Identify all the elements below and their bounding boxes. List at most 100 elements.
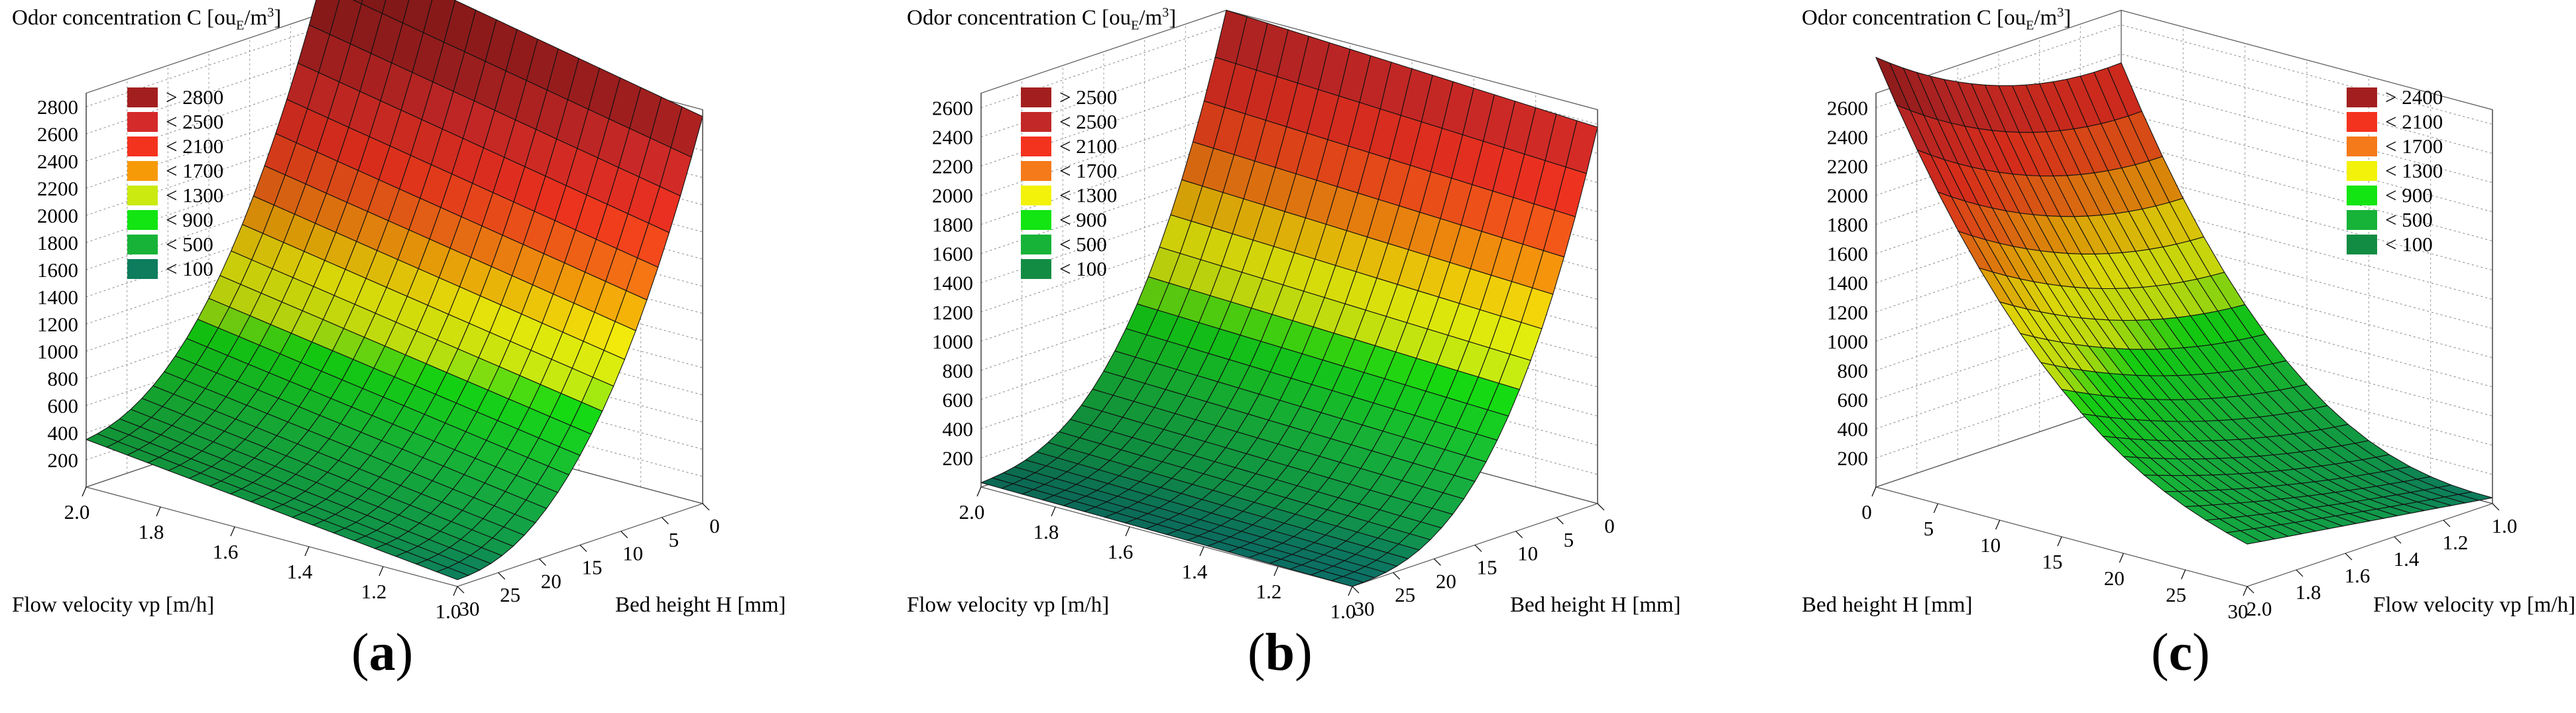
y-tick-label: 20 bbox=[541, 569, 561, 592]
z-gridline bbox=[1875, 345, 2493, 446]
y-axis-label: Bed height H [mm] bbox=[615, 593, 786, 617]
legend-swatch bbox=[1021, 185, 1051, 205]
z-axis-title: Odor concentration C [ouE/m3] bbox=[907, 5, 1177, 33]
legend-entry: > 2500 bbox=[1021, 85, 1117, 109]
x-tick-label: 30 bbox=[2228, 600, 2249, 623]
x-tick bbox=[230, 526, 235, 537]
z-tick-label: 2000 bbox=[932, 184, 973, 207]
x-tick-label: 15 bbox=[2042, 550, 2063, 573]
z-tick-label: 1200 bbox=[1827, 301, 1868, 324]
frame bbox=[1875, 93, 2493, 504]
z-tick-label: 2800 bbox=[37, 95, 78, 119]
x-axis-label: Flow velocity vp [m/h] bbox=[12, 593, 215, 617]
x-tick bbox=[2057, 536, 2062, 547]
legend-swatch bbox=[127, 185, 158, 205]
z-tick-label: 200 bbox=[1838, 447, 1869, 470]
y-tick-label: 1.4 bbox=[2394, 547, 2420, 571]
y-tick-label: 25 bbox=[500, 583, 520, 606]
x-tick bbox=[976, 486, 982, 497]
surface bbox=[980, 9, 1598, 587]
y-tick bbox=[1393, 572, 1401, 580]
legend-label: < 1300 bbox=[2385, 158, 2443, 182]
z-tick-label: 800 bbox=[943, 359, 974, 382]
y-tick-label: 5 bbox=[1564, 528, 1574, 551]
surface-cell bbox=[436, 567, 470, 580]
x-tick bbox=[453, 586, 458, 596]
x-tick bbox=[1933, 503, 1938, 514]
legend-label: < 2100 bbox=[2385, 109, 2443, 133]
y-tick bbox=[538, 558, 546, 566]
z-axis-title: Odor concentration C [ouE/m3] bbox=[12, 5, 282, 33]
z-tick-label: 2600 bbox=[1827, 97, 1868, 120]
legend-entry: < 900 bbox=[127, 207, 223, 232]
x-tick bbox=[1051, 506, 1056, 517]
z-tick-label: 2400 bbox=[37, 150, 78, 173]
y-tick bbox=[2492, 503, 2500, 511]
x-tick-label: 1.2 bbox=[1256, 580, 1282, 603]
z-tick-label: 2000 bbox=[37, 204, 78, 227]
legend-entry: < 500 bbox=[1021, 232, 1117, 256]
z-tick-label: 2600 bbox=[932, 97, 973, 120]
y-tick-label: 15 bbox=[1477, 556, 1497, 579]
y-tick-label: 20 bbox=[1436, 569, 1456, 592]
surface-cell bbox=[2225, 530, 2262, 545]
legend-swatch bbox=[127, 209, 158, 230]
z-tick-label: 600 bbox=[48, 394, 79, 417]
y-tick bbox=[1474, 545, 1482, 552]
y-tick bbox=[1556, 517, 1564, 525]
x-tick-label: 25 bbox=[2166, 583, 2186, 606]
z-tick-label: 1000 bbox=[1827, 330, 1868, 353]
x-tick-label: 1.4 bbox=[1182, 560, 1208, 583]
legend-entry: < 1300 bbox=[127, 183, 223, 207]
z-tick-label: 2200 bbox=[1827, 155, 1868, 178]
z-tick-label: 200 bbox=[48, 449, 79, 472]
y-tick-label: 0 bbox=[709, 514, 720, 537]
y-tick-label: 0 bbox=[1604, 514, 1615, 537]
z-tick-label: 2400 bbox=[932, 126, 973, 149]
x-tick bbox=[1348, 586, 1353, 596]
legend-entry: < 100 bbox=[2347, 232, 2443, 256]
panel-caption: (c) bbox=[2151, 624, 2210, 682]
legend-entry: < 2100 bbox=[2347, 109, 2443, 134]
legend-entry: < 900 bbox=[1021, 207, 1117, 232]
panel-caption: (a) bbox=[351, 624, 414, 682]
legend-swatch bbox=[2347, 234, 2377, 254]
legend-label: < 2100 bbox=[166, 134, 224, 158]
legend-swatch bbox=[2347, 111, 2377, 132]
legend-label: < 900 bbox=[166, 207, 213, 231]
y-tick bbox=[1433, 558, 1441, 566]
x-tick bbox=[1199, 546, 1204, 557]
z-tick-label: 600 bbox=[943, 388, 974, 411]
legend-swatch bbox=[2347, 160, 2377, 181]
z-tick-label: 2200 bbox=[37, 177, 78, 200]
x-tick-label: 1.0 bbox=[1330, 600, 1356, 623]
legend-swatch bbox=[1021, 160, 1051, 181]
z-tick-label: 2200 bbox=[932, 155, 973, 178]
x-tick-label: 1.4 bbox=[287, 560, 313, 583]
x-tick bbox=[2119, 553, 2124, 563]
y-tick-label: 2.0 bbox=[2247, 597, 2272, 620]
z-tick-label: 1200 bbox=[932, 301, 973, 324]
x-tick-label: 1.6 bbox=[213, 540, 239, 563]
z-tick-label: 800 bbox=[48, 367, 79, 390]
z-axis-title: Odor concentration C [ouE/m3] bbox=[1802, 5, 2072, 33]
axis-ticks: 2.0 1.8 1.6 1.4 1.2 1.030 25 20 15 10 5 0 bbox=[959, 486, 1615, 623]
y-tick bbox=[1515, 531, 1523, 539]
y-tick bbox=[2247, 586, 2254, 594]
y-tick-label: 10 bbox=[1517, 542, 1538, 565]
x-tick-label: 1.2 bbox=[361, 580, 387, 603]
x-tick bbox=[1871, 486, 1877, 497]
legend-label: < 1700 bbox=[2385, 134, 2443, 158]
legend-entry: < 900 bbox=[2347, 183, 2443, 207]
legend-entry: < 1700 bbox=[2347, 134, 2443, 158]
legend-swatch bbox=[127, 87, 158, 107]
z-tick-label: 1400 bbox=[1827, 272, 1868, 295]
surface bbox=[1875, 56, 2493, 545]
panel-caption: (b) bbox=[1248, 624, 1313, 682]
y-tick bbox=[2443, 520, 2451, 527]
y-tick bbox=[457, 586, 465, 594]
y-tick bbox=[702, 503, 710, 511]
y-tick bbox=[498, 572, 506, 580]
x-tick bbox=[1273, 566, 1279, 576]
y-tick-label: 10 bbox=[622, 542, 643, 565]
